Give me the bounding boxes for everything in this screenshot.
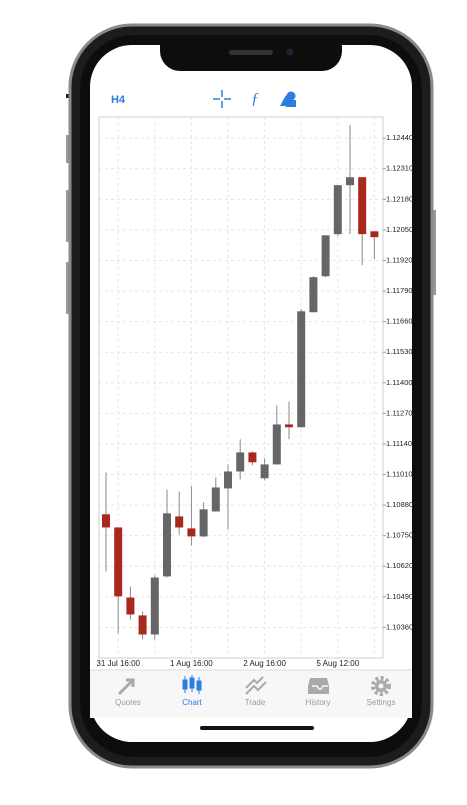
candle-body [114,527,123,597]
y-tick-label: 1.11920 [386,255,413,264]
notch [160,45,342,71]
y-tick-label: 1.12050 [386,225,413,234]
y-tick-label: 1.10880 [386,500,413,509]
candle-body [211,487,220,512]
objects-icon[interactable] [280,91,296,108]
speaker [229,50,273,55]
tab-label[interactable]: Settings [367,698,396,707]
tab-label[interactable]: Chart [182,698,202,707]
indicators-icon[interactable]: ƒ [251,91,259,108]
y-tick-label: 1.10360 [386,622,413,631]
candle-body [321,235,330,277]
candle-body [187,528,196,537]
settings-icon[interactable] [371,676,391,696]
crosshair-icon[interactable] [213,90,231,108]
tab-label[interactable]: Trade [245,698,266,707]
trade-icon[interactable] [245,676,267,695]
history-icon[interactable] [308,678,329,694]
x-tick-label: 31 Jul 16:00 [96,659,140,668]
candle-body [260,464,269,479]
candle-body [163,513,171,577]
x-tick-label: 5 Aug 12:00 [316,659,359,668]
tab-label[interactable]: History [306,698,331,707]
y-tick-label: 1.10620 [386,561,413,570]
x-tick-label: 1 Aug 16:00 [170,659,213,668]
candle-body [236,452,245,472]
candle-body [224,471,232,489]
y-tick-label: 1.12180 [386,194,413,203]
candle-body [199,509,208,537]
candle-body [370,231,379,238]
y-tick-label: 1.11010 [386,470,413,479]
candle-body [358,177,367,235]
y-tick-label: 1.12440 [386,133,413,142]
candle-body [285,424,293,428]
timeframe-button[interactable]: H4 [111,94,126,106]
y-tick-label: 1.11270 [386,408,413,417]
y-tick-label: 1.10750 [386,531,413,540]
candle-body [309,277,318,313]
side-button [432,210,436,295]
y-tick-label: 1.12310 [386,164,413,173]
side-button [66,135,69,163]
candle-body [333,185,342,235]
candle-body [150,577,159,635]
quotes-icon[interactable] [117,678,135,696]
candle-body [175,516,184,528]
chart-icon[interactable] [182,675,202,694]
candle-body [138,615,147,635]
camera [286,48,294,56]
tab-label[interactable]: Quotes [115,698,141,707]
candle-body [272,424,281,465]
x-tick-label: 2 Aug 16:00 [243,659,286,668]
home-indicator [200,726,314,730]
candle-body [126,597,135,615]
candle-body [102,514,110,528]
y-tick-label: 1.11790 [386,286,413,295]
candle-body [297,311,306,428]
candle-body [346,177,354,186]
candle-body [248,452,257,463]
side-button [66,262,69,314]
y-tick-label: 1.11530 [386,347,413,356]
y-tick-label: 1.11140 [386,439,412,448]
side-button [66,190,69,242]
y-tick-label: 1.11400 [386,378,413,387]
y-tick-label: 1.11660 [386,317,413,326]
tab-bar [90,670,412,718]
y-tick-label: 1.10490 [386,592,413,601]
